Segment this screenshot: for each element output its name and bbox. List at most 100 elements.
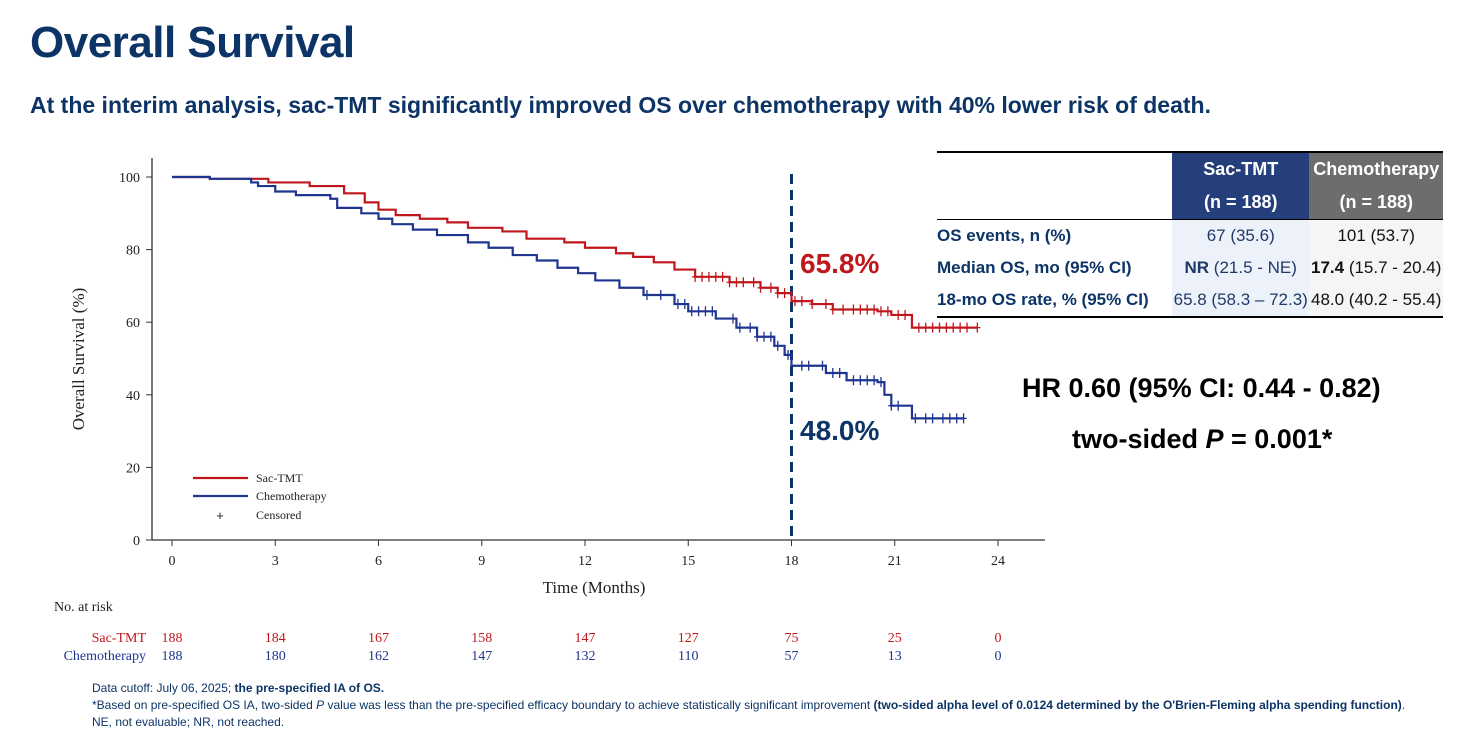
cell-chemo: 48.0 (40.2 - 55.4): [1309, 284, 1443, 317]
censor-mark: [692, 271, 699, 282]
censor-mark: [747, 322, 754, 333]
censor-mark: [964, 322, 971, 333]
censor-mark: [699, 271, 706, 282]
risk-table: No. at risk Sac-TMT 188 184 167 158 147 127 75 25…: [54, 600, 1002, 664]
footnote-pvalue: *Based on pre-specified OS IA, two-sided…: [92, 698, 1406, 712]
annotation-chemo-18mo: 48.0%: [800, 415, 879, 446]
censor-mark: [781, 288, 788, 299]
curves: 65.8% 48.0%: [172, 175, 981, 446]
y-tick-label: 40: [126, 389, 140, 404]
censor-mark: [974, 322, 981, 333]
censor-mark: [922, 322, 929, 333]
cell-chemo: 101 (53.7): [1309, 219, 1443, 252]
y-tick-label: 60: [126, 316, 140, 331]
risk-value: 75: [785, 631, 799, 646]
cell-sac: 65.8 (58.3 – 72.3): [1172, 284, 1310, 317]
censor-mark: [836, 368, 843, 379]
censor-mark: [864, 304, 871, 315]
censor-mark: [805, 360, 812, 371]
censor-mark: [657, 289, 664, 300]
censor-mark: [864, 375, 871, 386]
risk-value: 0: [995, 649, 1002, 664]
risk-value: 25: [888, 631, 902, 646]
x-tick-label: 0: [169, 554, 176, 569]
censor-mark: [960, 413, 967, 424]
footnote-abbrev: NE, not evaluable; NR, not reached.: [92, 715, 285, 729]
censor-mark: [767, 282, 774, 293]
x-axis-label: Time (Months): [543, 578, 646, 597]
x-tick-label: 21: [888, 554, 902, 569]
censor-mark: [895, 400, 902, 411]
page-title: Overall Survival: [30, 18, 355, 67]
legend: Sac-TMT Chemotherapy + Censored: [193, 471, 327, 523]
censor-mark: [850, 375, 857, 386]
y-axis-label: Overall Survival (%): [69, 288, 88, 431]
censor-mark: [733, 277, 740, 288]
risk-value: 57: [785, 649, 799, 664]
censor-mark: [774, 340, 781, 351]
risk-value: 167: [368, 631, 389, 646]
censor-mark: [957, 322, 964, 333]
censor-mark: [950, 322, 957, 333]
table-row: Median OS, mo (95% CI) NR (21.5 - NE) 17…: [937, 252, 1443, 284]
legend-label: Sac-TMT: [256, 471, 303, 485]
annotation-sac-18mo: 65.8%: [800, 248, 879, 279]
censor-mark: [936, 322, 943, 333]
censor-mark: [953, 413, 960, 424]
censor-mark: [809, 299, 816, 310]
censor-mark: [857, 304, 864, 315]
axes: 0 20 40 60 80 100 0 3 6 9 12 15 18 21 24 Time (Months) O…: [69, 158, 1045, 597]
x-tick-label: 9: [478, 554, 485, 569]
x-tick-label: 18: [785, 554, 799, 569]
risk-value: 110: [678, 649, 698, 664]
cell-sac: 67 (35.6): [1172, 219, 1310, 252]
censor-mark: [829, 368, 836, 379]
censor-mark: [760, 331, 767, 342]
header-chemo-n: (n = 188): [1309, 186, 1443, 220]
censor-mark: [643, 289, 650, 300]
censor-mark: [702, 306, 709, 317]
risk-value: 184: [265, 631, 286, 646]
risk-value: 188: [162, 649, 183, 664]
censor-mark: [736, 322, 743, 333]
censor-mark: [929, 322, 936, 333]
table-row: 18-mo OS rate, % (95% CI) 65.8 (58.3 – 7…: [937, 284, 1443, 317]
censor-mark: [726, 277, 733, 288]
censor-mark: [712, 271, 719, 282]
censor-mark: [822, 299, 829, 310]
censor-mark: [705, 271, 712, 282]
censor-mark: [922, 413, 929, 424]
censor-mark: [946, 413, 953, 424]
x-tick-label: 6: [375, 554, 382, 569]
censor-mark: [757, 282, 764, 293]
censor-mark: [877, 377, 884, 388]
header-chemotherapy: Chemotherapy: [1309, 152, 1443, 186]
censor-mark: [840, 304, 847, 315]
censor-mark: [791, 296, 798, 307]
risk-table-title: No. at risk: [54, 600, 113, 615]
censor-mark: [929, 413, 936, 424]
km-curve-chemotherapy: [172, 175, 964, 420]
censor-mark: [850, 304, 857, 315]
censor-mark: [857, 375, 864, 386]
censor-mark: [871, 304, 878, 315]
censor-mark: [719, 271, 726, 282]
cell-chemo: 17.4 (15.7 - 20.4): [1309, 252, 1443, 284]
censor-mark: [902, 309, 909, 320]
risk-value: 158: [471, 631, 492, 646]
x-tick-label: 12: [578, 554, 592, 569]
censor-mark: [767, 331, 774, 342]
censor-mark: [785, 349, 792, 360]
risk-value: 132: [575, 649, 596, 664]
censor-mark: [729, 313, 736, 324]
cell-sac: NR (21.5 - NE): [1172, 252, 1310, 284]
censor-mark: [819, 360, 826, 371]
footnote-cutoff: Data cutoff: July 06, 2025; the pre-spec…: [92, 681, 385, 695]
row-label: Median OS, mo (95% CI): [937, 258, 1132, 277]
row-label: OS events, n (%): [937, 226, 1072, 245]
censor-mark: [829, 304, 836, 315]
censor-mark: [798, 360, 805, 371]
censor-mark: [740, 277, 747, 288]
censor-mark: [888, 400, 895, 411]
risk-value: 162: [368, 649, 389, 664]
